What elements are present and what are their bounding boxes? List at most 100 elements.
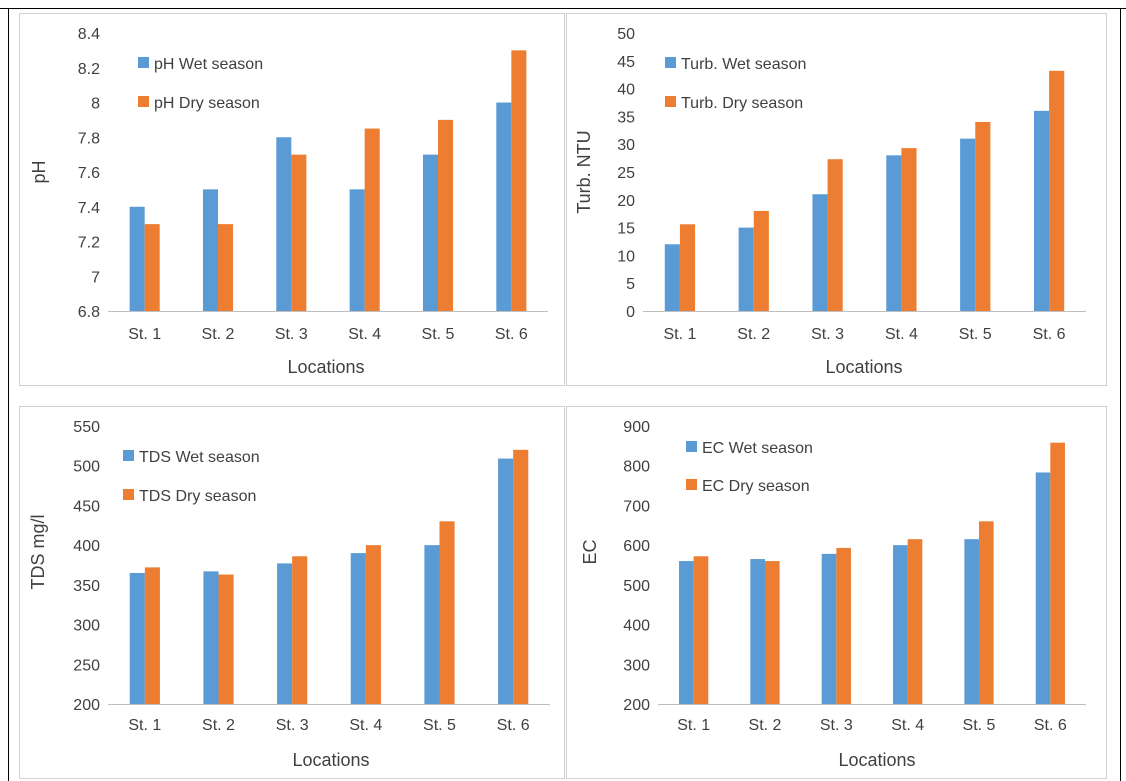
legend-label: EC Wet season — [702, 440, 813, 457]
y-tick-label: 200 — [623, 697, 650, 714]
bar — [511, 50, 527, 311]
x-tick-label: St. 6 — [1033, 326, 1066, 343]
y-tick-label: 450 — [73, 498, 100, 515]
y-tick-label: 700 — [623, 498, 650, 515]
bar — [365, 545, 381, 704]
y-tick-label: 300 — [73, 618, 100, 635]
panel-border — [566, 406, 1107, 779]
bar — [1049, 70, 1065, 311]
x-tick-label: St. 4 — [885, 326, 918, 343]
y-tick-label: 0 — [626, 304, 635, 321]
legend-label: pH Wet season — [154, 56, 263, 73]
x-tick-label: St. 6 — [1034, 717, 1067, 734]
bar — [738, 227, 754, 311]
y-tick-label: 25 — [617, 165, 635, 182]
x-tick-label: St. 5 — [423, 717, 456, 734]
x-tick-label: St. 3 — [811, 326, 844, 343]
panel-border — [19, 406, 565, 779]
y-tick-label: 8 — [91, 96, 100, 113]
bar — [753, 210, 769, 311]
bar — [129, 206, 145, 311]
x-tick-label: St. 2 — [737, 326, 770, 343]
legend-label: EC Dry season — [702, 478, 810, 495]
x-tick-label: St. 4 — [891, 717, 924, 734]
bar — [1050, 442, 1065, 704]
y-axis-title: TDS mg/l — [28, 514, 48, 589]
y-tick-label: 10 — [617, 248, 635, 265]
y-tick-label: 15 — [617, 221, 635, 238]
bar — [129, 572, 145, 704]
bar — [424, 545, 440, 704]
bar — [277, 563, 293, 704]
bar — [1033, 110, 1050, 311]
bar — [679, 224, 696, 311]
x-tick-label: St. 3 — [820, 717, 853, 734]
y-tick-label: 45 — [617, 54, 635, 71]
y-tick-label: 7.4 — [78, 200, 100, 217]
chart-panel: 200 250 300 350 400 450 500 550 St. 1 St. 2 St. 3 S… — [19, 406, 565, 779]
legend-swatch — [665, 57, 676, 68]
bar — [679, 561, 694, 704]
bar — [513, 449, 529, 704]
y-tick-label: 30 — [617, 137, 635, 154]
bar — [350, 553, 366, 704]
bar — [750, 559, 765, 704]
y-tick-label: 350 — [73, 578, 100, 595]
bar — [886, 155, 902, 311]
x-tick-label: St. 6 — [495, 326, 528, 343]
bar — [291, 154, 307, 311]
bar — [439, 521, 455, 704]
y-tick-label: 8.2 — [78, 61, 100, 78]
bar — [827, 159, 843, 311]
y-axis-title: pH — [29, 160, 49, 183]
y-tick-label: 600 — [623, 538, 650, 555]
legend-label: Turb. Dry season — [681, 95, 803, 112]
y-tick-label: 250 — [73, 657, 100, 674]
bar — [349, 189, 365, 311]
bar — [979, 521, 994, 704]
legend-swatch — [138, 57, 149, 68]
bar — [438, 119, 454, 311]
panel-border — [566, 13, 1107, 386]
bar — [498, 458, 514, 704]
legend-label: pH Dry season — [154, 95, 260, 112]
y-tick-label: 7.8 — [78, 130, 100, 147]
y-tick-label: 7 — [91, 269, 100, 286]
chart-panels: 6.8 7 7.2 7.4 7.6 7.8 8 8.2 8.4 St. 1 St. 2 St. 3 St… — [19, 13, 1107, 779]
bar — [276, 137, 292, 311]
y-axis-title: Turb. NTU — [574, 130, 594, 213]
bar — [422, 154, 438, 311]
bar — [364, 128, 380, 311]
x-tick-label: St. 2 — [202, 326, 235, 343]
y-tick-label: 40 — [617, 82, 635, 99]
y-tick-label: 200 — [73, 697, 100, 714]
x-axis-title: Locations — [292, 750, 369, 770]
y-tick-label: 5 — [626, 276, 635, 293]
bar — [960, 138, 976, 311]
x-axis-title: Locations — [838, 750, 915, 770]
y-tick-label: 500 — [623, 578, 650, 595]
x-tick-label: St. 1 — [677, 717, 710, 734]
x-tick-label: St. 1 — [128, 717, 161, 734]
legend-swatch — [123, 489, 134, 500]
legend-swatch — [686, 479, 697, 490]
chart-panel: 0 5 10 15 20 25 30 35 40 45 50 St. 1 St. 2 St. 3 St. 4… — [566, 13, 1107, 386]
x-tick-label: St. 5 — [959, 326, 992, 343]
x-tick-label: St. 1 — [663, 326, 696, 343]
bar — [218, 574, 234, 704]
legend-label: Turb. Wet season — [681, 56, 806, 73]
chart-panel: 200 300 400 500 600 700 800 900 St. 1 St. 2 St. 3 S… — [566, 406, 1107, 779]
bar — [812, 194, 828, 311]
bar — [202, 189, 218, 311]
legend-label: TDS Dry season — [139, 488, 256, 505]
x-tick-label: St. 5 — [422, 326, 455, 343]
y-tick-label: 8.4 — [78, 26, 100, 43]
y-tick-label: 300 — [623, 657, 650, 674]
bar — [664, 244, 680, 311]
x-tick-label: St. 2 — [749, 717, 782, 734]
x-tick-label: St. 1 — [128, 326, 161, 343]
bar — [975, 121, 991, 312]
y-tick-label: 7.6 — [78, 165, 100, 182]
bar — [203, 571, 219, 704]
